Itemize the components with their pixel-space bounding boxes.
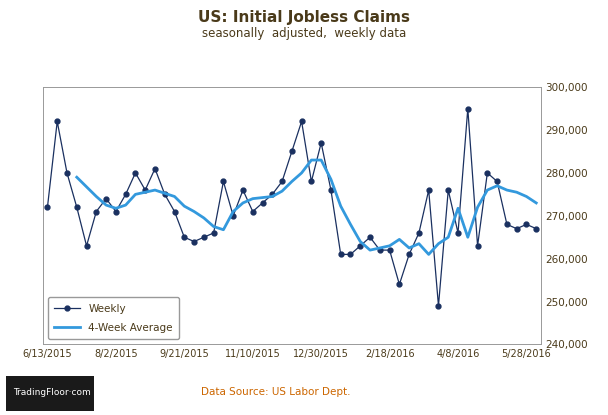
Text: TradingFloor·com: TradingFloor·com (13, 388, 91, 397)
Text: US: Initial Jobless Claims: US: Initial Jobless Claims (198, 10, 410, 25)
Legend: Weekly, 4-Week Average: Weekly, 4-Week Average (48, 298, 179, 339)
Text: seasonally  adjusted,  weekly data: seasonally adjusted, weekly data (202, 27, 406, 40)
Text: Data Source: US Labor Dept.: Data Source: US Labor Dept. (201, 387, 350, 397)
